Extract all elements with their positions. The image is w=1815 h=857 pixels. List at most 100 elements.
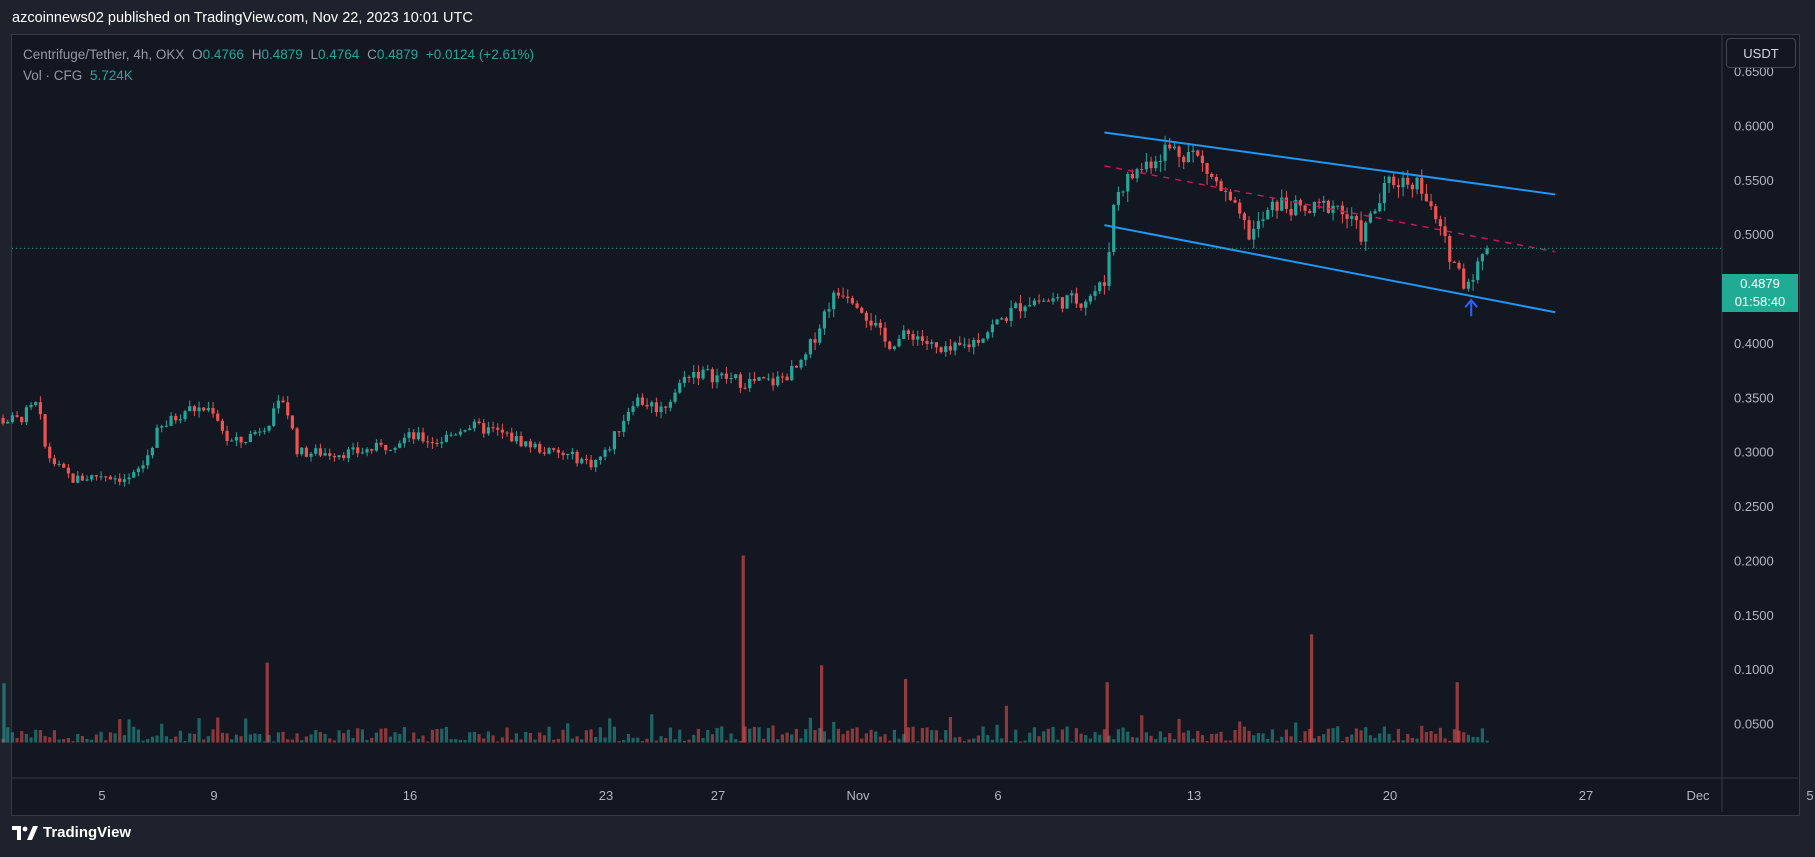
currency-unit-button[interactable]: USDT	[1726, 38, 1796, 68]
volume-bar	[962, 741, 966, 743]
candle-body	[1, 417, 5, 424]
candle-body	[617, 431, 621, 433]
volume-bar	[444, 726, 448, 743]
volume-bar	[1270, 729, 1274, 743]
candle-body	[370, 449, 374, 451]
candle-body	[38, 402, 42, 415]
volume-bar	[1410, 737, 1414, 743]
volume-bar	[449, 739, 453, 743]
volume-bar	[566, 723, 570, 743]
volume-bar	[1406, 733, 1410, 743]
candle-body	[636, 397, 640, 407]
symbol-label[interactable]: Centrifuge/Tether, 4h, OKX	[23, 47, 185, 62]
candle-body	[1163, 144, 1167, 161]
candle-body	[1112, 204, 1116, 252]
volume-bar	[1079, 733, 1083, 743]
candle-body	[510, 432, 514, 442]
candle-body	[80, 475, 84, 481]
candle-body	[794, 365, 798, 368]
volume-bar	[1438, 727, 1442, 743]
candle-body	[1434, 206, 1438, 220]
volume-bar	[6, 727, 10, 743]
volume-bar	[1476, 737, 1480, 743]
volume-bar	[986, 735, 990, 743]
volume-bar	[990, 739, 994, 743]
volume-bar	[258, 733, 262, 743]
volume-bar	[132, 726, 136, 743]
candle-body	[1149, 161, 1153, 169]
candle-body	[1406, 177, 1410, 185]
candle-body	[496, 427, 500, 430]
volume-bar	[192, 733, 196, 743]
volume-bar	[519, 739, 523, 743]
volume-bar	[281, 731, 285, 743]
candle-body	[48, 446, 52, 459]
volume-bar	[486, 731, 490, 743]
volume-bar	[230, 739, 234, 743]
volume-bar	[174, 736, 178, 743]
candle-body	[594, 459, 598, 468]
volume-bar	[24, 733, 28, 743]
volume-bar	[547, 726, 551, 743]
volume-bar	[556, 738, 560, 743]
candle-body	[841, 295, 845, 297]
candle-body	[1070, 293, 1074, 296]
volume-bar	[724, 740, 728, 743]
footer-brand[interactable]: TradingView	[12, 824, 131, 841]
candle-body	[244, 441, 248, 443]
candle-body	[281, 400, 285, 403]
volume-bar	[1219, 731, 1223, 743]
candle-body	[1392, 176, 1396, 186]
channel-midline	[1104, 165, 1556, 253]
candle-body	[948, 346, 952, 351]
volume-bar	[995, 724, 999, 743]
volume-bar	[696, 728, 700, 743]
volume-bar	[328, 738, 332, 743]
candle-body	[640, 397, 644, 405]
tradingview-logo-icon	[12, 825, 38, 840]
volume-bar	[1051, 726, 1055, 743]
candle-body	[1266, 210, 1270, 220]
volume-bar	[365, 740, 369, 743]
candle-body	[1410, 184, 1414, 190]
volume-bar	[150, 736, 154, 743]
candle-body	[804, 354, 808, 360]
candle-body	[500, 429, 504, 433]
volume-bar	[575, 736, 579, 743]
volume-bar	[584, 730, 588, 743]
volume-bar	[1261, 733, 1265, 743]
volume-bar	[337, 730, 341, 743]
volume-bar	[780, 734, 784, 743]
volume-bar	[920, 727, 924, 743]
candle-body	[132, 472, 136, 478]
volume-bar	[897, 738, 901, 743]
candle-body	[407, 432, 411, 438]
volume-label[interactable]: Vol · CFG	[23, 68, 83, 83]
candle-body	[1350, 216, 1354, 219]
candle-body	[738, 374, 742, 388]
volume-bar	[1382, 726, 1386, 743]
y-tick-label: 0.2500	[1734, 499, 1774, 514]
volume-bar	[1112, 739, 1116, 743]
volume-bar	[1238, 721, 1242, 743]
candle-body	[1312, 201, 1316, 213]
volume-bar	[1298, 740, 1302, 743]
candle-body	[720, 373, 724, 376]
volume-bar	[393, 732, 397, 743]
candle-body	[1368, 213, 1372, 223]
candle-body	[626, 411, 630, 421]
candle-body	[66, 467, 70, 474]
candle-body	[188, 406, 192, 412]
y-tick-label: 0.4000	[1734, 336, 1774, 351]
candle-body	[211, 408, 215, 414]
candle-body	[421, 432, 425, 442]
candle-body	[1154, 161, 1158, 169]
volume-bar	[1392, 740, 1396, 743]
candle-body	[290, 415, 294, 429]
candle-body	[1158, 160, 1162, 162]
volume-spike-bar	[741, 555, 745, 743]
volume-bar	[426, 741, 430, 743]
volume-bar	[748, 728, 752, 743]
volume-bar	[902, 734, 906, 743]
